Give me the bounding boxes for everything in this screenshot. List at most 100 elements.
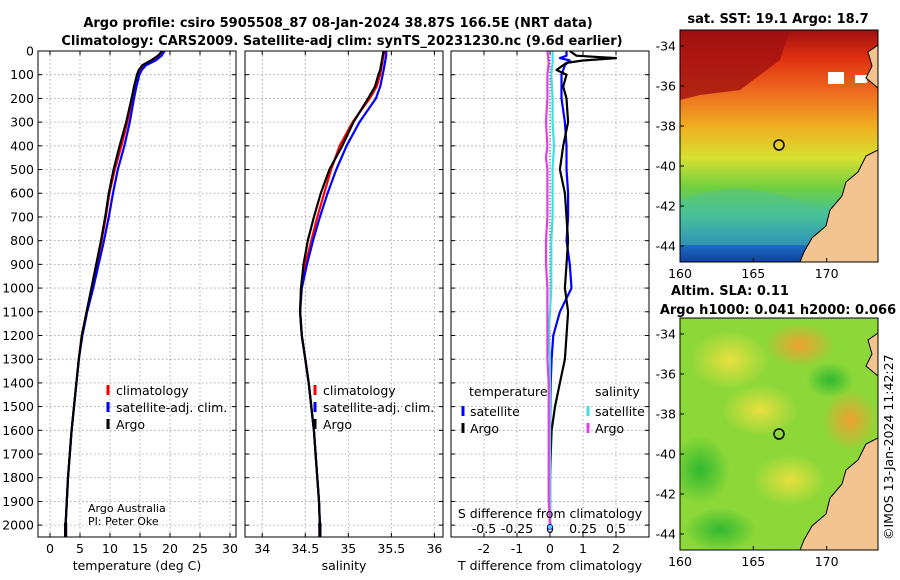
map-y-tick-label: -40 [656, 447, 676, 462]
temperature-frame [37, 50, 237, 538]
y-tick-label: 1400 [2, 375, 34, 390]
figure-title-line1: Argo profile: csiro 5905508_87 08-Jan-20… [83, 16, 592, 31]
y-tick-label: 400 [10, 138, 34, 153]
sst-field-warm-core [680, 30, 790, 100]
series-line-salinity-satellite [547, 51, 556, 526]
map-y-tick-label: -40 [656, 159, 676, 174]
copyright-stamp: ©IMOS 13-Jan-2024 11:42:27 [881, 354, 896, 540]
legend-label: satellite-adj. clim. [116, 400, 227, 415]
y-tick-label: 1500 [2, 399, 34, 414]
y-tick-label: 600 [10, 186, 34, 201]
credit-line1: Argo Australia [88, 502, 166, 515]
sla-map: Altim. SLA: 0.11 Argo h1000: 0.041 h2000… [656, 284, 897, 569]
sla-argo-marker [773, 428, 785, 440]
map-x-tick-label: 170 [815, 554, 839, 569]
y-tick-label: 300 [10, 115, 34, 130]
differences-panel: -2 -1 0 1 2 T difference from climatology temp… [450, 50, 650, 573]
x-tick-label: 25 [192, 541, 208, 556]
y-tick-label: 1900 [2, 494, 34, 509]
legend-label: climatology [323, 383, 396, 398]
x-tick-label: 35.5 [377, 541, 405, 556]
x-tick-label: 1 [579, 541, 587, 556]
y-tick-label: 700 [10, 209, 34, 224]
sst-land-north [865, 44, 878, 89]
map-y-tick-label: -38 [656, 119, 676, 134]
differences-xlabel-top: S difference from climatology [458, 506, 643, 521]
legend-label: Argo [116, 417, 145, 432]
map-y-tick-label: -34 [656, 39, 676, 54]
s-tick-label: 0.5 [606, 521, 626, 536]
sst-map-frame [679, 29, 879, 263]
sla-blob [822, 390, 878, 450]
temperature-series [64, 51, 166, 537]
series-line-temperature-argo [548, 51, 618, 526]
salinity-plot-bg [245, 51, 443, 537]
salinity-xlabel: salinity [322, 558, 367, 573]
map-y-tick-label: -34 [656, 327, 676, 342]
legend-group-title: salinity [595, 384, 640, 399]
y-tick-label: 0 [26, 44, 34, 59]
legend-label: Argo [470, 421, 499, 436]
sla-blob [722, 384, 798, 436]
legend-label: climatology [116, 383, 189, 398]
map-y-tick-label: -42 [656, 487, 676, 502]
s-tick-label: -0.5 [472, 521, 496, 536]
sla-blob [806, 362, 854, 398]
s-tick-label: 0.25 [569, 521, 597, 536]
sla-map-frame [679, 317, 879, 551]
x-tick-label: 34.5 [291, 541, 319, 556]
y-tick-label: 1800 [2, 470, 34, 485]
map-y-tick-label: -38 [656, 407, 676, 422]
legend-label: Argo [323, 417, 352, 432]
map-x-tick-label: 160 [668, 266, 692, 281]
x-tick-label: 10 [102, 541, 118, 556]
sst-map-title: sat. SST: 19.1 Argo: 18.7 [687, 12, 868, 27]
y-tick-label: 500 [10, 162, 34, 177]
map-x-tick-label: 165 [741, 266, 765, 281]
sst-argo-marker [773, 139, 785, 151]
y-tick-label: 1100 [2, 304, 34, 319]
series-line-argo [64, 51, 164, 526]
sla-blob [680, 436, 730, 504]
y-tick-label: 1300 [2, 352, 34, 367]
temperature-xlabel: temperature (deg C) [73, 558, 202, 573]
temperature-panel: 0 5 10 15 20 25 300100200300400500600700800900… [2, 44, 238, 574]
sst-field-green-band [680, 188, 830, 245]
x-tick-label: 2 [612, 541, 620, 556]
map-x-tick-label: 160 [668, 554, 692, 569]
y-tick-label: 800 [10, 233, 34, 248]
y-tick-label: 1700 [2, 447, 34, 462]
sla-map-title-line2: Argo h1000: 0.041 h2000: 0.066 [660, 303, 896, 318]
legend-label: satellite-adj. clim. [323, 400, 434, 415]
y-tick-label: 100 [10, 67, 34, 82]
x-tick-label: 15 [132, 541, 148, 556]
figure-title-line2: Climatology: CARS2009. Satellite-adj cli… [61, 34, 622, 49]
y-tick-label: 1600 [2, 423, 34, 438]
map-x-tick-label: 165 [741, 554, 765, 569]
sla-blob [684, 508, 756, 550]
differences-series [544, 51, 618, 526]
x-tick-label: 34 [254, 541, 270, 556]
map-y-tick-label: -44 [656, 527, 676, 542]
map-y-tick-label: -44 [656, 239, 676, 254]
y-tick-label: 1000 [2, 281, 34, 296]
sst-cloud-gap [828, 72, 844, 84]
x-tick-label: 5 [76, 541, 84, 556]
y-tick-label: 900 [10, 257, 34, 272]
map-y-tick-label: -42 [656, 199, 676, 214]
s-tick-label: -0.25 [501, 521, 533, 536]
map-x-tick-label: 170 [815, 266, 839, 281]
x-tick-label: 36 [426, 541, 442, 556]
y-tick-label: 1200 [2, 328, 34, 343]
legend-label: Argo [595, 421, 624, 436]
x-tick-label: 30 [222, 541, 238, 556]
salinity-series [299, 51, 388, 537]
sla-map-axis: 160 165 170 -34 -36 -38 -40 -42 -44 [656, 327, 839, 570]
sla-blob [765, 323, 835, 367]
series-line-argo [299, 51, 385, 526]
sla-map-title-line1: Altim. SLA: 0.11 [671, 284, 789, 299]
surface-point [547, 524, 553, 530]
salinity-panel: 34 34.5 35 35.5 36 salinity climatology satelli… [244, 50, 444, 573]
legend-group-title: temperature [469, 384, 548, 399]
sst-cloud-gap-2 [855, 75, 867, 83]
